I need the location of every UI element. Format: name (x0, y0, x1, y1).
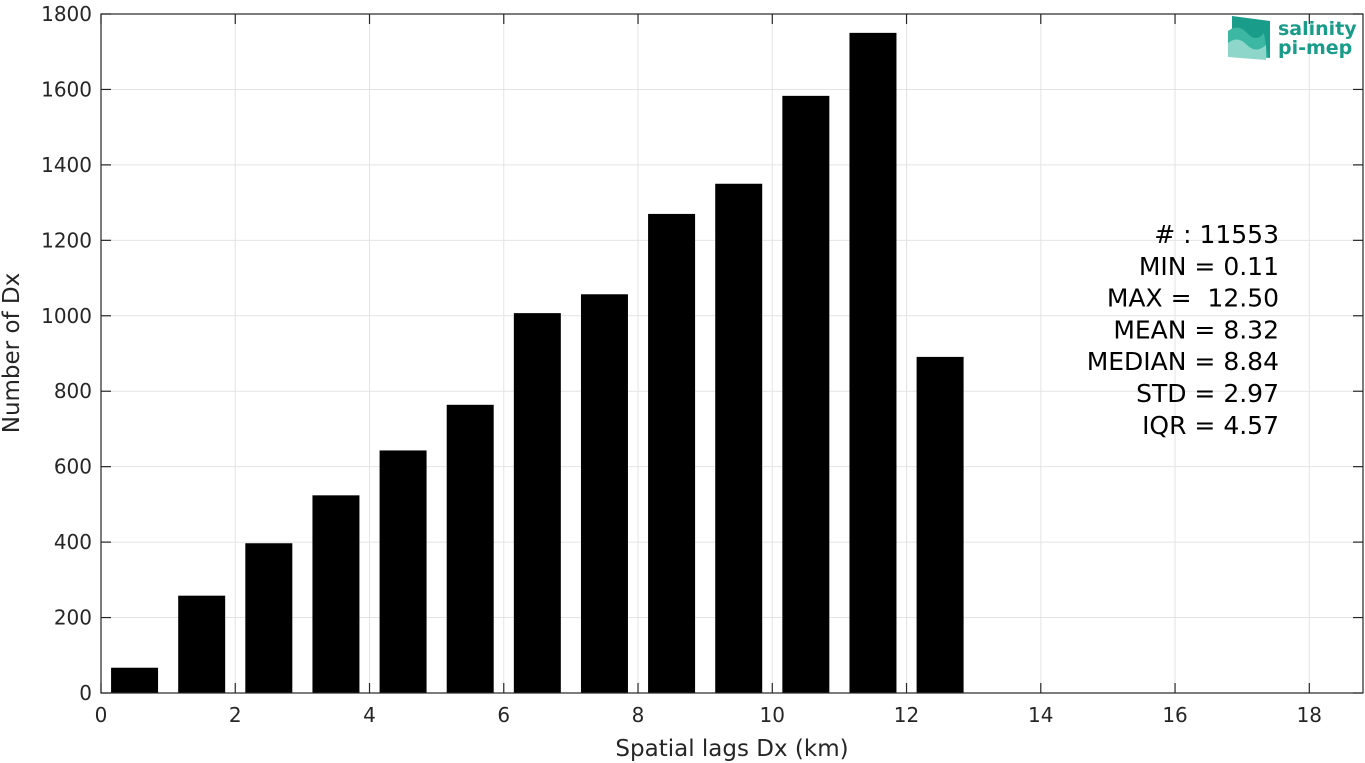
y-tick-label: 400 (54, 530, 92, 554)
bar (446, 404, 494, 693)
stats-line: MIN = 0.11 (1139, 252, 1279, 281)
stats-line: MAX = 12.50 (1107, 284, 1279, 313)
y-tick-label: 1600 (41, 77, 92, 101)
y-tick-label: 800 (54, 379, 92, 403)
y-tick-label: 1200 (41, 228, 92, 252)
x-axis-label: Spatial lags Dx (km) (615, 736, 848, 762)
logo-line1: salinity (1278, 18, 1357, 40)
y-tick-label: 1800 (41, 2, 92, 26)
tick-labels: 0 2 4 6 8 10 12 14 16 18 0 200 400 600 800 1000 1200 1400… (41, 2, 1322, 727)
y-tick-label: 600 (54, 455, 92, 479)
axis-ticks (100, 13, 1363, 694)
bar (916, 356, 964, 693)
x-tick-label: 4 (363, 703, 376, 727)
stats-line: STD = 2.97 (1136, 379, 1279, 408)
bar (178, 595, 226, 693)
y-axis-label: Number of Dx (0, 273, 25, 434)
bar (513, 313, 561, 693)
plot-frame (100, 13, 1364, 694)
bar (849, 32, 897, 694)
bars-group (111, 32, 964, 694)
salinity-pi-mep-logo: salinity pi-mep (1228, 16, 1357, 60)
bar (580, 294, 628, 693)
x-tick-label: 6 (497, 703, 510, 727)
y-tick-label: 1400 (41, 153, 92, 177)
bar (648, 213, 696, 693)
bar (379, 450, 427, 693)
logo-line2: pi-mep (1278, 37, 1352, 59)
x-tick-label: 12 (894, 703, 919, 727)
bar (782, 95, 830, 693)
x-tick-label: 16 (1162, 703, 1187, 727)
stats-line: MEAN = 8.32 (1113, 315, 1279, 344)
x-tick-label: 10 (760, 703, 785, 727)
bar (312, 495, 360, 693)
waves-icon (1228, 16, 1270, 60)
y-tick-label: 0 (79, 681, 92, 705)
x-tick-label: 2 (229, 703, 242, 727)
y-tick-label: 200 (54, 606, 92, 630)
x-tick-label: 8 (632, 703, 645, 727)
bar (245, 543, 293, 693)
stats-line: MEDIAN = 8.84 (1087, 347, 1279, 376)
x-tick-label: 0 (95, 703, 108, 727)
stats-line: IQR = 4.57 (1142, 411, 1279, 440)
bar (111, 667, 159, 693)
y-tick-label: 1000 (41, 304, 92, 328)
stats-line: # : 11553 (1154, 220, 1279, 249)
x-tick-label: 14 (1028, 703, 1053, 727)
x-tick-label: 18 (1297, 703, 1322, 727)
bar (715, 183, 763, 693)
